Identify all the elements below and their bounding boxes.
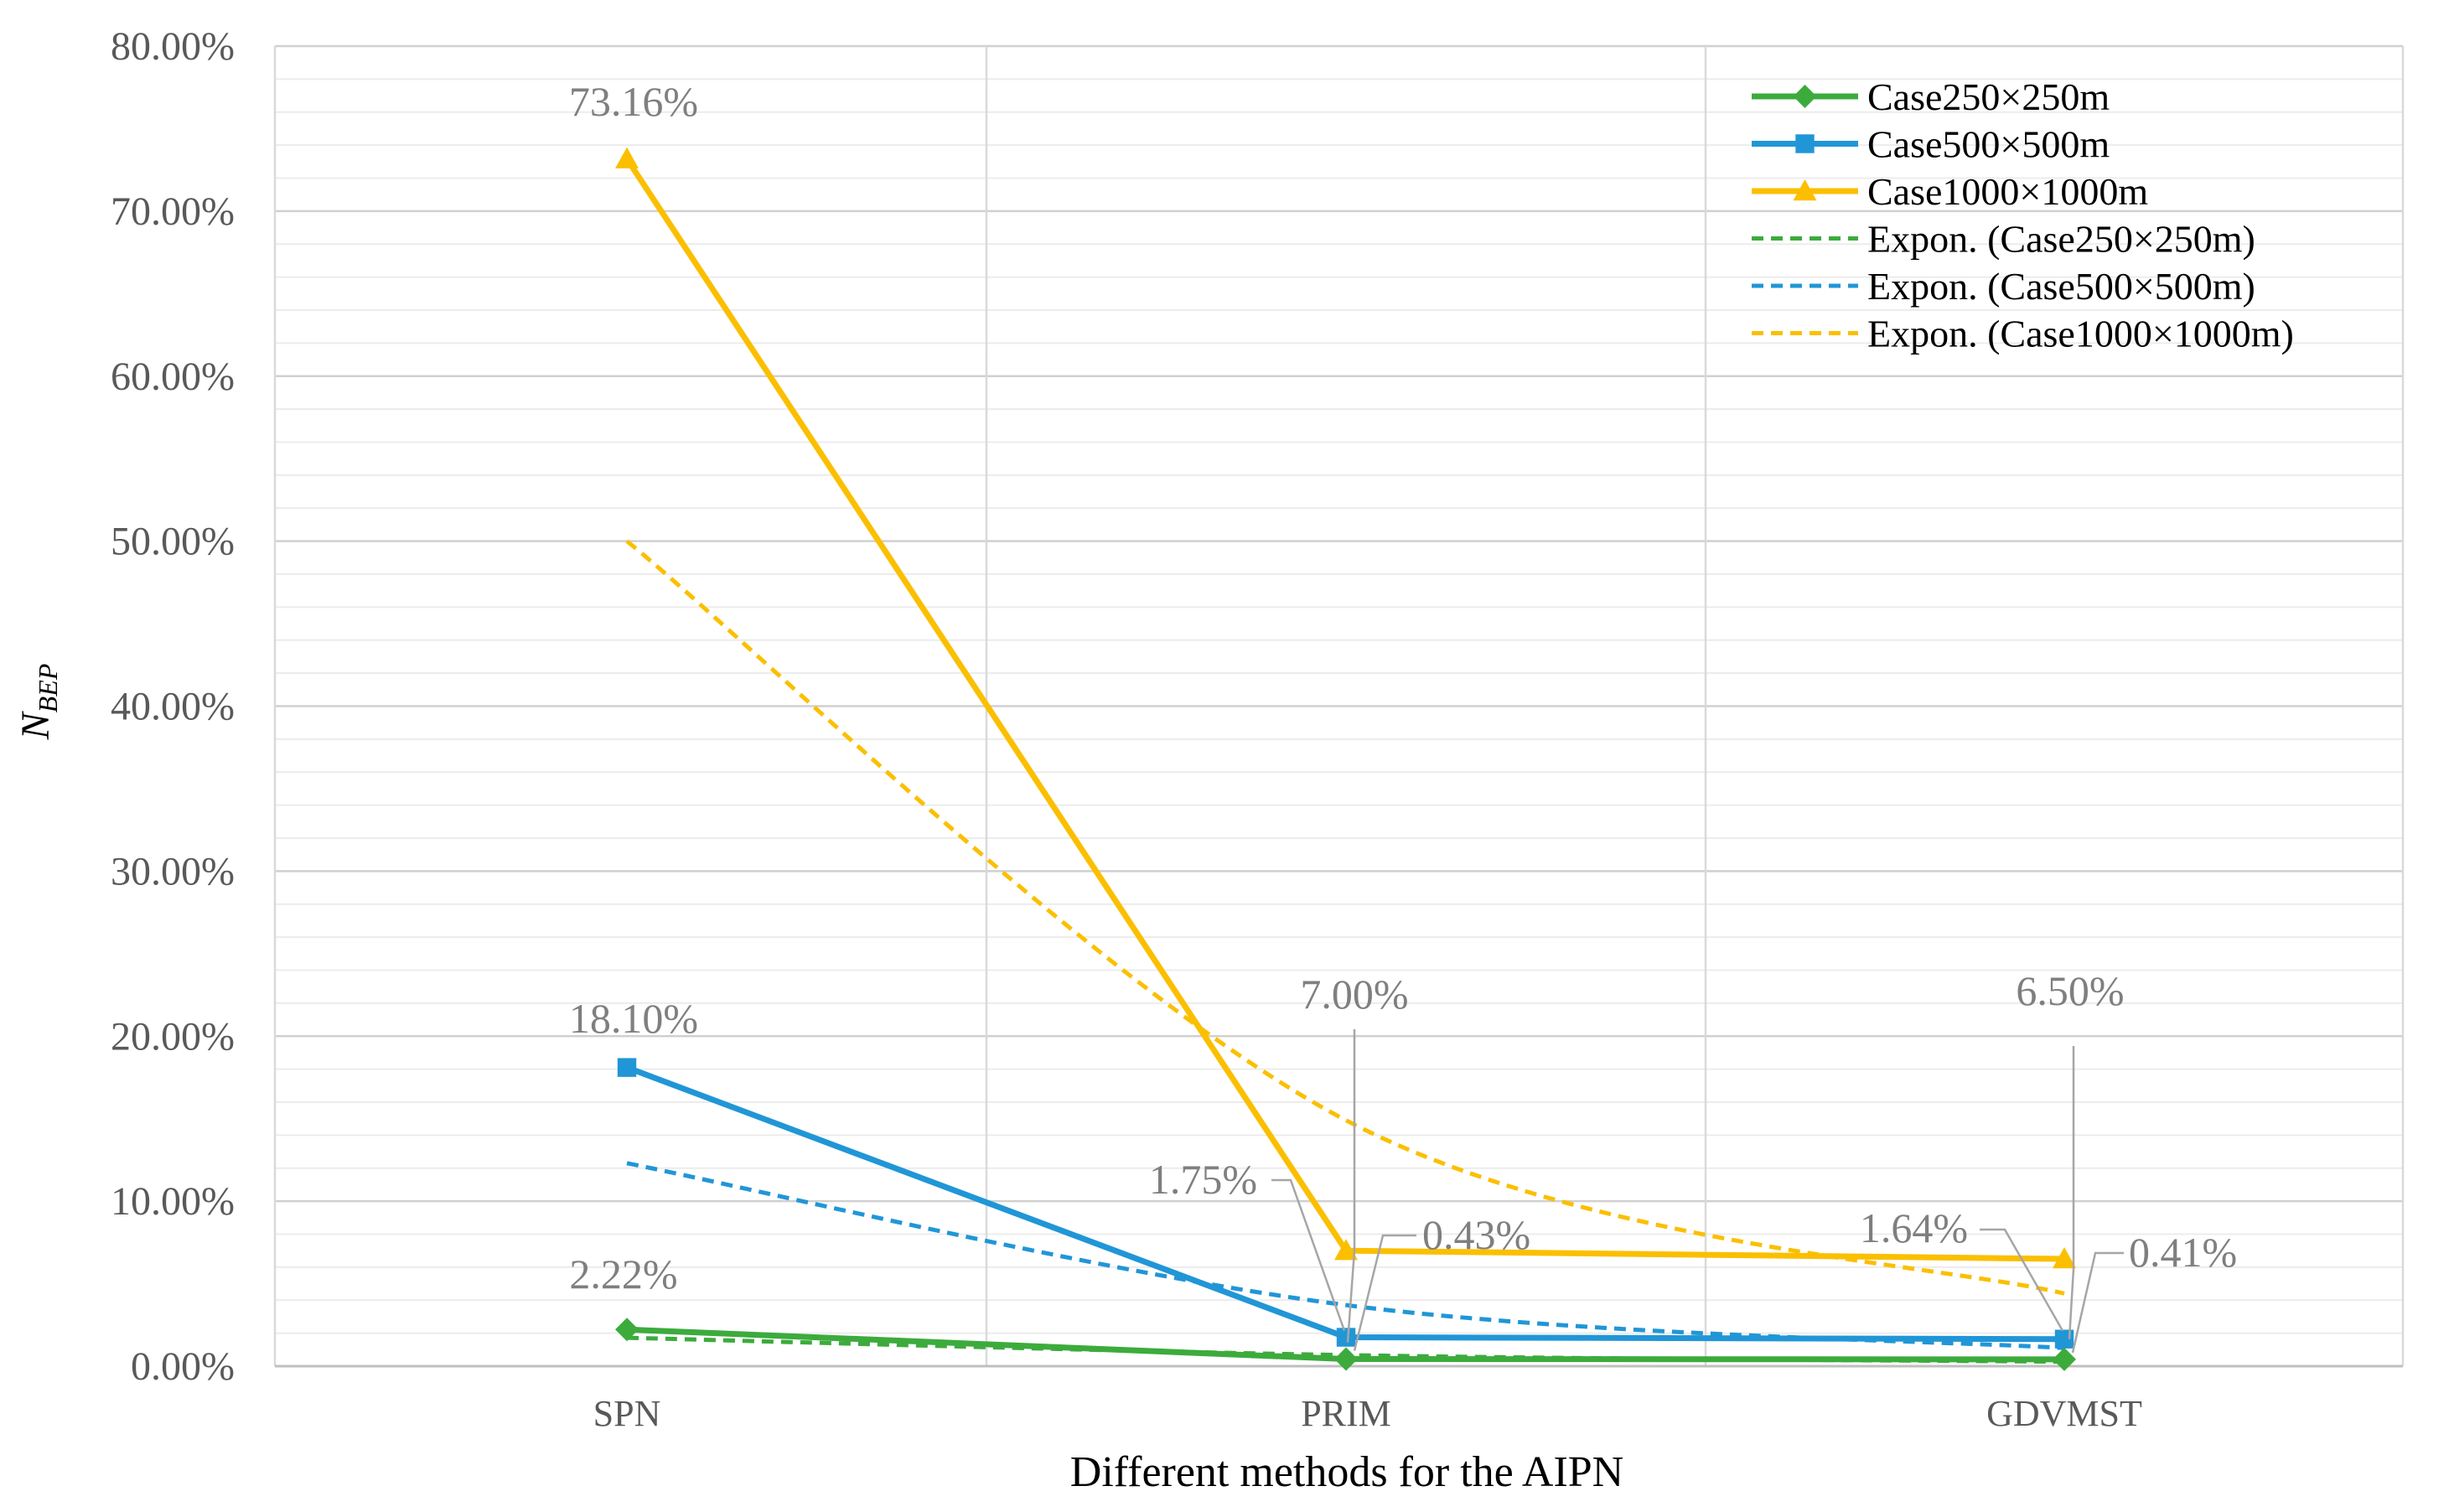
series-line-case500-500m bbox=[625, 1064, 2065, 1343]
leader-line bbox=[1980, 1228, 2064, 1332]
x-tick-label: PRIM bbox=[1301, 1393, 1391, 1434]
data-point-case1000-1000m bbox=[2053, 1247, 2076, 1269]
y-tick-label: 60.00% bbox=[111, 355, 235, 399]
y-tick-label: 10.00% bbox=[111, 1179, 235, 1224]
x-tick-label: SPN bbox=[593, 1393, 661, 1434]
y-tick-label: 80.00% bbox=[111, 24, 235, 69]
legend-label: Case500×500m bbox=[1867, 123, 2110, 166]
data-point-case500-500m bbox=[1336, 1328, 1356, 1347]
series-line-case1000-1000m bbox=[624, 157, 2065, 1262]
data-label: 6.50% bbox=[2016, 967, 2124, 1014]
leader-line bbox=[1346, 1029, 1356, 1343]
axes: 0.00% 10.00% 20.00% 30.00% 40.00% 50.00% 60.00… bbox=[111, 24, 2403, 1434]
data-point-case500-500m bbox=[2054, 1329, 2074, 1349]
y-tick-label: 0.00% bbox=[131, 1344, 235, 1389]
data-label: 1.64% bbox=[1860, 1204, 1968, 1251]
legend-marker-case500-500m bbox=[1795, 134, 1815, 153]
x-tick-label: GDVMST bbox=[1986, 1393, 2142, 1434]
y-axis-title-main: N bbox=[13, 710, 58, 740]
y-axis-title-subscript: BEP bbox=[33, 664, 63, 713]
legend-marker-case250-250m bbox=[1793, 85, 1817, 108]
data-point-case1000-1000m bbox=[1334, 1239, 1358, 1261]
legend-label: Expon. (Case1000×1000m) bbox=[1867, 313, 2294, 355]
leader-line bbox=[1271, 1178, 1346, 1331]
data-point-case500-500m bbox=[617, 1058, 637, 1077]
legend-marker-case1000-1000m bbox=[1793, 179, 1817, 201]
y-tick-label: 50.00% bbox=[111, 520, 235, 564]
legend-label: Expon. (Case500×500m) bbox=[1867, 265, 2255, 308]
data-label: 0.43% bbox=[1422, 1211, 1530, 1258]
legend-label: Case250×250m bbox=[1867, 75, 2110, 118]
y-axis-title: NBEP bbox=[13, 664, 63, 741]
data-point-case250-250m bbox=[1334, 1347, 1358, 1371]
data-point-case250-250m bbox=[2053, 1347, 2076, 1371]
x-axis-title: Different methods for the AIPN bbox=[1070, 1448, 1623, 1496]
y-tick-label: 70.00% bbox=[111, 189, 235, 234]
data-label: 7.00% bbox=[1300, 971, 1408, 1017]
data-labels: 73.16% 18.10% 2.22% 7.00% 1.75% 0.43% 6.50% 1.6… bbox=[569, 78, 2237, 1354]
legend-label: Expon. (Case250×250m) bbox=[1867, 218, 2255, 261]
data-label: 2.22% bbox=[569, 1251, 677, 1297]
leader-line bbox=[1353, 1234, 1416, 1351]
data-label: 73.16% bbox=[569, 78, 698, 125]
leader-line bbox=[2071, 1251, 2124, 1354]
data-label: 0.41% bbox=[2129, 1229, 2237, 1276]
legend-label: Case1000×1000m bbox=[1867, 170, 2148, 213]
data-label: 1.75% bbox=[1149, 1156, 1257, 1203]
data-label: 18.10% bbox=[569, 995, 698, 1042]
data-point-case250-250m bbox=[615, 1318, 639, 1342]
y-tick-label: 20.00% bbox=[111, 1014, 235, 1059]
series bbox=[615, 147, 2076, 1371]
y-tick-label: 30.00% bbox=[111, 849, 235, 893]
data-point-case1000-1000m bbox=[615, 147, 639, 168]
y-tick-label: 40.00% bbox=[111, 685, 235, 729]
leader-line bbox=[2068, 1046, 2075, 1339]
trendline-expon-case1000-1000m- bbox=[625, 539, 2065, 1296]
grid bbox=[273, 44, 2405, 1366]
